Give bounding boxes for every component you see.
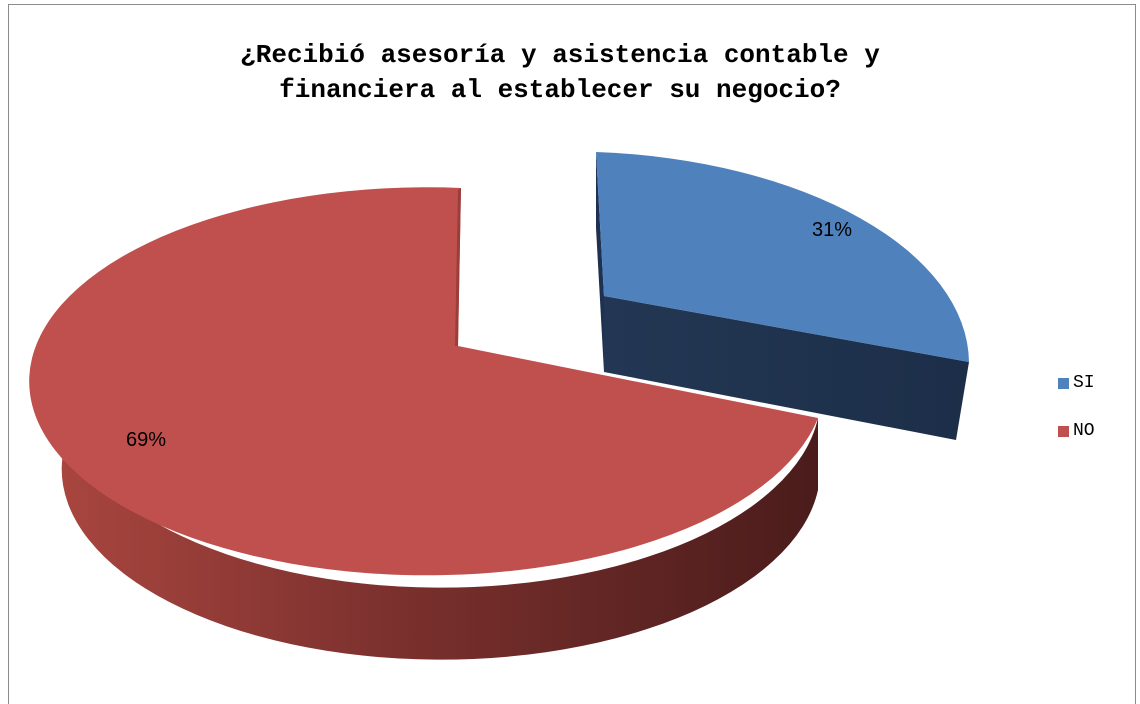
- data-label-si: 31%: [812, 219, 852, 241]
- legend-item-no: NO: [1058, 420, 1095, 442]
- legend-label-si: SI: [1073, 373, 1095, 393]
- slice-no: [29, 187, 819, 576]
- slice-no-side: [61, 376, 818, 660]
- chart-title-line-2: financiera al establecer su negocio?: [279, 75, 841, 105]
- slice-no-inner-edge: [455, 188, 461, 346]
- slice-si-side: [604, 296, 969, 440]
- legend-swatch-no: [1058, 425, 1069, 437]
- legend-swatch-si: [1058, 377, 1069, 389]
- legend-label-no: NO: [1073, 421, 1095, 441]
- chart-title: ¿Recibió asesoría y asistencia contable …: [60, 38, 1060, 108]
- chart-frame: [8, 4, 1136, 704]
- chart-legend: SI NO: [1058, 372, 1095, 468]
- slice-si-inner-side: [596, 152, 604, 372]
- legend-item-si: SI: [1058, 372, 1095, 394]
- slice-si: [596, 152, 969, 362]
- data-label-no: 69%: [126, 429, 166, 451]
- chart-title-line-1: ¿Recibió asesoría y asistencia contable …: [240, 40, 880, 70]
